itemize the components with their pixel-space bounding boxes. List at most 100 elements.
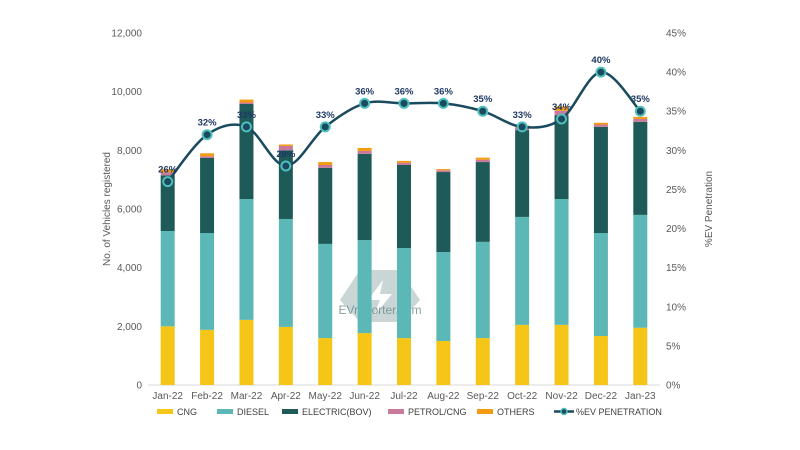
bar-others <box>593 122 608 125</box>
ev-penetration-marker <box>162 176 174 188</box>
y-tick-label: 4,000 <box>117 263 142 274</box>
x-tick-label: Apr-22 <box>271 391 301 402</box>
bar-diesel <box>239 199 254 320</box>
bar-others <box>318 162 333 165</box>
ev-penetration-label: 35% <box>631 94 651 105</box>
bar-diesel <box>318 243 333 339</box>
x-tick-label: Jan-23 <box>625 391 656 402</box>
x-tick-label: May-22 <box>309 391 343 402</box>
x-tick-label: Mar-22 <box>231 391 263 402</box>
bar-electric-bov- <box>554 115 569 200</box>
ev-penetration-marker <box>595 66 607 78</box>
bar-cng <box>357 333 372 385</box>
bar-cng <box>278 326 293 385</box>
ev-penetration-label: 36% <box>394 86 414 97</box>
legend-label: DIESEL <box>237 407 269 417</box>
y2-tick-label: 30% <box>666 146 686 157</box>
legend-swatch <box>217 409 233 414</box>
ev-penetration-marker <box>319 121 331 133</box>
bar-diesel <box>633 214 648 328</box>
x-tick-label: Jul-22 <box>390 391 418 402</box>
bar-diesel <box>515 216 530 325</box>
bar-cng <box>318 338 333 385</box>
bar-electric-bov- <box>436 172 451 253</box>
bar-petrol-cng <box>436 170 451 173</box>
y-tick-label: 10,000 <box>111 87 142 98</box>
bar-cng <box>436 341 451 385</box>
bar-cng <box>593 336 608 385</box>
y2-tick-label: 35% <box>666 107 686 118</box>
bar-cng <box>200 329 215 385</box>
bar-petrol-cng <box>239 102 254 104</box>
legend-label: ELECTRIC(BOV) <box>302 407 372 417</box>
bar-diesel <box>436 252 451 341</box>
ev-penetration-label: 40% <box>591 55 611 66</box>
bar-petrol-cng <box>318 165 333 168</box>
y2-tick-label: 45% <box>666 29 686 40</box>
bar-cng <box>160 326 175 385</box>
x-tick-label: Dec-22 <box>585 391 618 402</box>
bar-cng <box>239 319 254 385</box>
ev-penetration-label: 32% <box>198 118 218 129</box>
bar-diesel <box>475 241 490 339</box>
ev-penetration-label: 33% <box>237 110 257 121</box>
bar-electric-bov- <box>318 167 333 244</box>
bar-others <box>554 106 569 111</box>
y2-tick-label: 20% <box>666 224 686 235</box>
bar-others <box>160 169 175 173</box>
ev-penetration-marker <box>634 105 646 117</box>
ev-penetration-marker <box>398 97 410 109</box>
legend-label: PETROL/CNG <box>408 407 467 417</box>
bar-electric-bov- <box>475 162 490 242</box>
x-tick-label: Nov-22 <box>545 391 578 402</box>
ev-penetration-label: 33% <box>316 110 336 121</box>
bar-petrol-cng <box>200 156 215 158</box>
ev-penetration-marker <box>359 97 371 109</box>
bar-others <box>633 116 648 119</box>
bar-petrol-cng <box>475 159 490 163</box>
legend-label: OTHERS <box>497 407 535 417</box>
bar-others <box>278 144 293 146</box>
bar-electric-bov- <box>515 130 530 217</box>
ev-penetration-label: 34% <box>552 102 572 113</box>
bar-cng <box>554 324 569 385</box>
bar-petrol-cng <box>160 172 175 176</box>
legend-marker-swatch <box>560 407 568 416</box>
bar-petrol-cng <box>633 118 648 122</box>
bar-electric-bov- <box>357 153 372 241</box>
legend-swatch <box>282 409 298 414</box>
ev-penetration-marker <box>516 121 528 133</box>
y-tick-label: 12,000 <box>111 29 142 40</box>
y2-axis-title: %EV Penetration <box>704 171 715 247</box>
y-tick-label: 8,000 <box>117 146 142 157</box>
bar-petrol-cng <box>554 110 569 116</box>
bar-diesel <box>160 231 175 327</box>
ev-penetration-marker <box>280 160 292 172</box>
legend-swatch <box>388 409 404 414</box>
y-tick-label: 0 <box>136 381 142 392</box>
bar-others <box>397 160 411 163</box>
legend-label: %EV PENETRATION <box>576 407 662 417</box>
y-tick-label: 6,000 <box>117 205 142 216</box>
bar-petrol-cng <box>593 124 608 127</box>
x-tick-label: Aug-22 <box>427 391 460 402</box>
bar-cng <box>475 338 490 385</box>
bar-others <box>357 147 372 151</box>
x-tick-label: Jan-22 <box>152 391 183 402</box>
x-tick-label: Oct-22 <box>507 391 537 402</box>
y2-tick-label: 5% <box>666 341 681 352</box>
bar-diesel <box>554 199 569 325</box>
bar-cng <box>633 327 648 385</box>
bar-petrol-cng <box>397 162 411 165</box>
ev-penetration-marker <box>556 113 568 125</box>
x-tick-label: Feb-22 <box>191 391 223 402</box>
ev-penetration-label: 35% <box>473 94 493 105</box>
bar-electric-bov- <box>160 175 175 231</box>
y2-tick-label: 40% <box>666 68 686 79</box>
bar-cng <box>515 324 530 385</box>
legend-label: CNG <box>177 407 197 417</box>
bar-diesel <box>278 218 293 327</box>
bar-diesel <box>397 248 411 339</box>
y-tick-label: 2,000 <box>117 322 142 333</box>
